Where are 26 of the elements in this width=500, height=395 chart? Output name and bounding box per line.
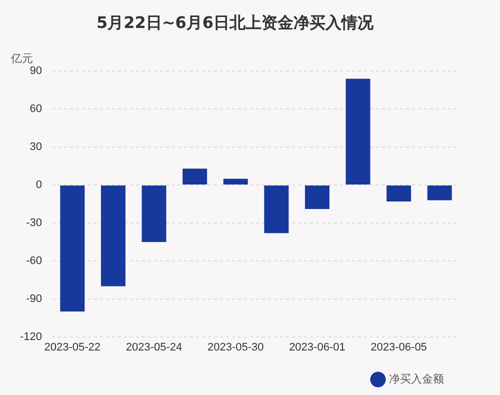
y-tick-label: -30: [26, 217, 42, 230]
y-tick-label: 0: [36, 179, 42, 192]
bar: [346, 78, 370, 185]
y-tick-label: -60: [26, 254, 42, 267]
x-tick-label: 2023-05-22: [44, 341, 101, 354]
bar: [100, 186, 126, 286]
y-tick-label: 90: [30, 65, 42, 78]
bar: [223, 178, 248, 185]
x-tick-label: 2023-06-05: [370, 341, 427, 354]
y-tick-label: 30: [30, 141, 42, 154]
x-tick-label: 2023-05-24: [126, 341, 182, 354]
bar: [264, 186, 289, 234]
chart-title: 5月22日~6月6日北上资金净买入情况: [96, 12, 375, 32]
y-tick-label: -90: [26, 292, 42, 305]
bar: [304, 186, 330, 210]
bar: [427, 186, 452, 200]
y-axis-title: 亿元: [10, 52, 33, 66]
y-tick-label: 60: [30, 103, 42, 116]
bar: [182, 168, 208, 185]
bar: [386, 186, 412, 202]
bar: [142, 186, 166, 242]
x-tick-label: 2023-05-30: [207, 341, 264, 354]
legend-label: 净买入金额: [389, 372, 444, 386]
x-tick-label: 2023-06-01: [289, 341, 346, 354]
bar: [60, 186, 85, 312]
y-tick-label: -120: [20, 330, 42, 343]
